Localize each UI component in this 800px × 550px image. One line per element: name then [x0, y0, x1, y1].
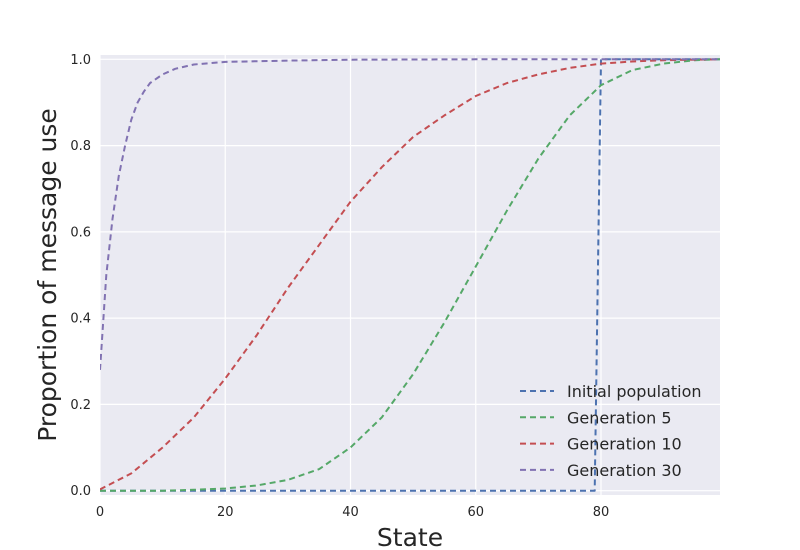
y-tick-label: 0.8	[70, 139, 91, 154]
y-tick-label: 1.0	[70, 53, 91, 68]
legend-label: Generation 30	[567, 461, 682, 480]
legend: Initial population Generation 5 Generation…	[520, 382, 702, 480]
y-tick-label: 0.0	[70, 484, 91, 499]
x-tick-label: 40	[342, 505, 359, 520]
x-tick-label: 0	[96, 505, 104, 520]
legend-label: Generation 10	[567, 435, 682, 454]
series-line-2	[100, 58, 720, 492]
x-axis-label: State	[377, 523, 443, 550]
y-tick-label: 0.6	[70, 225, 91, 240]
plot-background	[100, 55, 720, 495]
y-tick-label: 0.4	[70, 312, 91, 327]
x-tick-label: 20	[217, 505, 234, 520]
series-line-1	[100, 58, 720, 492]
y-axis-label: Proportion of message use	[33, 108, 62, 442]
legend-label: Generation 5	[567, 408, 672, 427]
legend-label: Initial population	[567, 382, 702, 401]
tick-labels: 0 20 40 60 80 0.0 0.2 0.4 0.6 0.8 1.0	[70, 53, 609, 520]
x-tick-label: 80	[593, 505, 610, 520]
series-line-3	[100, 58, 720, 491]
data-series	[100, 58, 720, 492]
series-line-4	[100, 58, 720, 370]
x-tick-label: 60	[467, 505, 484, 520]
y-tick-label: 0.2	[70, 398, 91, 413]
